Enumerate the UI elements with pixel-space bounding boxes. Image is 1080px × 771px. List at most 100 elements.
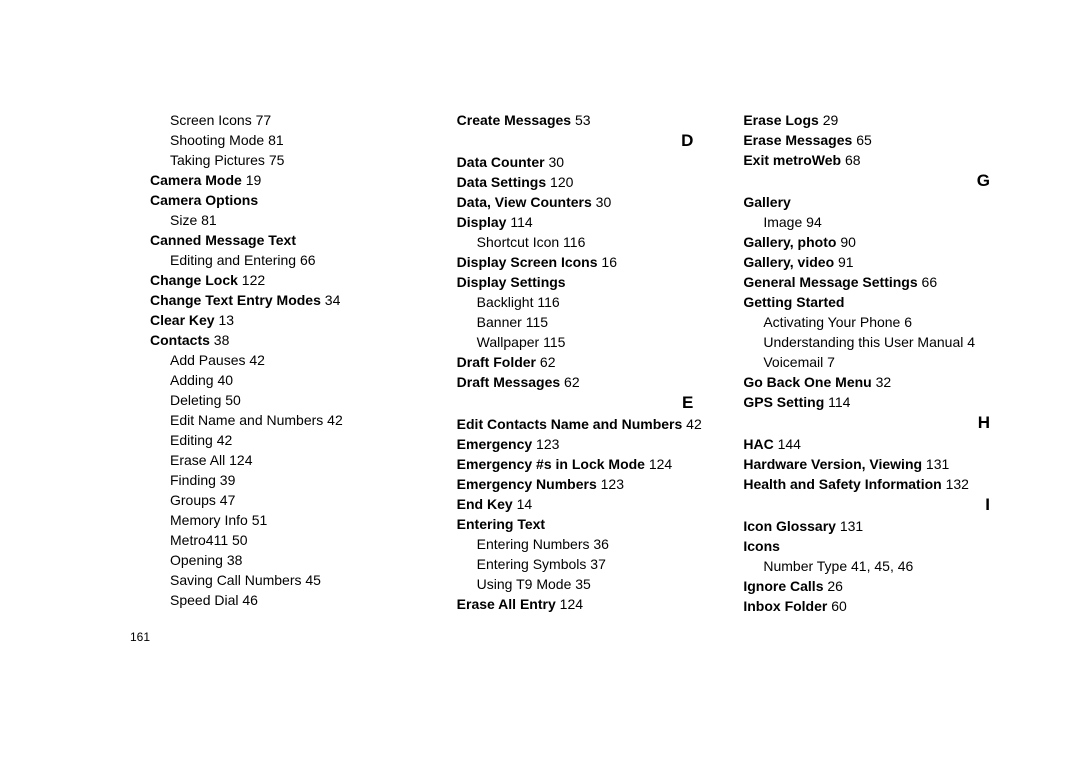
index-page-ref: 115 xyxy=(522,314,548,330)
index-sub-label: Taking Pictures xyxy=(170,152,265,168)
index-entry: End Key 14 xyxy=(437,494,724,514)
index-entry: Image 94 xyxy=(723,212,1020,232)
index-main-label: HAC xyxy=(743,436,773,452)
index-sub-label: Groups xyxy=(170,492,216,508)
index-main-label: Hardware Version, Viewing xyxy=(743,456,922,472)
index-entry: Entering Text xyxy=(437,514,724,534)
index-sub-label: Banner xyxy=(477,314,522,330)
index-main-label: Erase All Entry xyxy=(457,596,556,612)
index-page-ref: 50 xyxy=(228,532,247,548)
section-letter: I xyxy=(723,494,1020,516)
index-entry: Adding 40 xyxy=(130,370,437,390)
index-page-ref: 47 xyxy=(216,492,235,508)
index-page-ref: 13 xyxy=(215,312,234,328)
index-sub-label: Edit Name and Numbers xyxy=(170,412,323,428)
index-entry: Backlight 116 xyxy=(437,292,724,312)
index-sub-label: Understanding this User Manual xyxy=(763,334,963,350)
index-main-label: Data, View Counters xyxy=(457,194,592,210)
index-entry: Inbox Folder 60 xyxy=(723,596,1020,616)
index-sub-label: Backlight xyxy=(477,294,534,310)
index-page-ref: 7 xyxy=(823,354,835,370)
index-entry: Banner 115 xyxy=(437,312,724,332)
index-sub-label: Metro411 xyxy=(170,532,228,548)
index-entry: Understanding this User Manual 4 xyxy=(723,332,1020,352)
index-entry: Icon Glossary 131 xyxy=(723,516,1020,536)
index-main-label: Camera Mode xyxy=(150,172,242,188)
index-entry: Editing 42 xyxy=(130,430,437,450)
index-main-label: Erase Logs xyxy=(743,112,818,128)
index-page-ref: 114 xyxy=(824,394,850,410)
index-column-1: Screen Icons 77Shooting Mode 81 Taking Pi… xyxy=(130,110,437,644)
index-entry: Erase Messages 65 xyxy=(723,130,1020,150)
page-number: 161 xyxy=(130,630,437,644)
index-page-ref: 51 xyxy=(248,512,267,528)
index-page-ref: 65 xyxy=(852,132,871,148)
index-page-ref: 4 xyxy=(963,334,975,350)
index-entry: Getting Started xyxy=(723,292,1020,312)
index-page-ref: 144 xyxy=(774,436,801,452)
index-main-label: Draft Messages xyxy=(457,374,561,390)
index-sub-label: Shortcut Icon xyxy=(477,234,560,250)
index-page-ref: 19 xyxy=(242,172,261,188)
index-page-ref: 115 xyxy=(539,334,565,350)
index-main-label: End Key xyxy=(457,496,513,512)
index-main-label: Emergency xyxy=(457,436,532,452)
index-main-label: General Message Settings xyxy=(743,274,917,290)
index-column-3: Erase Logs 29Erase Messages 65Exit metro… xyxy=(723,110,1020,644)
index-page-ref: 26 xyxy=(823,578,842,594)
index-page-ref: 68 xyxy=(841,152,860,168)
index-main-label: Canned Message Text xyxy=(150,232,296,248)
index-sub-label: Memory Info xyxy=(170,512,248,528)
index-entry: Change Lock 122 xyxy=(130,270,437,290)
index-sub-label: Using T9 Mode xyxy=(477,576,572,592)
index-entry: Wallpaper 115 xyxy=(437,332,724,352)
index-page: Screen Icons 77Shooting Mode 81 Taking Pi… xyxy=(0,0,1080,684)
index-entry: HAC 144 xyxy=(723,434,1020,454)
index-page-ref: 36 xyxy=(590,536,609,552)
index-page-ref: 120 xyxy=(546,174,573,190)
index-page-ref: 62 xyxy=(536,354,555,370)
index-main-label: Draft Folder xyxy=(457,354,536,370)
index-entry: Groups 47 xyxy=(130,490,437,510)
index-entry: Icons xyxy=(723,536,1020,556)
index-entry: Canned Message Text xyxy=(130,230,437,250)
section-letter: G xyxy=(723,170,1020,192)
index-main-label: Icon Glossary xyxy=(743,518,836,534)
index-entry: Screen Icons 77 xyxy=(130,110,437,130)
index-main-label: Create Messages xyxy=(457,112,571,128)
index-entry: Saving Call Numbers 45 xyxy=(130,570,437,590)
index-page-ref: 91 xyxy=(834,254,853,270)
index-main-label: Entering Text xyxy=(457,516,545,532)
index-page-ref: 53 xyxy=(571,112,590,128)
index-entry: Data, View Counters 30 xyxy=(437,192,724,212)
index-main-label: Data Settings xyxy=(457,174,546,190)
index-main-label: Exit metroWeb xyxy=(743,152,841,168)
index-page-ref: 42 xyxy=(323,412,342,428)
index-entry: Camera Options xyxy=(130,190,437,210)
index-entry: Editing and Entering 66 xyxy=(130,250,437,270)
index-page-ref: 38 xyxy=(223,552,242,568)
index-entry: Data Counter 30 xyxy=(437,152,724,172)
index-page-ref: 131 xyxy=(922,456,949,472)
index-page-ref: 38 xyxy=(210,332,229,348)
index-entry: Voicemail 7 xyxy=(723,352,1020,372)
index-entry: Shooting Mode 81 xyxy=(130,130,437,150)
index-page-ref: 114 xyxy=(506,214,532,230)
index-sub-label: Entering Numbers xyxy=(477,536,590,552)
index-main-label: Gallery, video xyxy=(743,254,834,270)
index-entry: Display Screen Icons 16 xyxy=(437,252,724,272)
index-main-label: Emergency Numbers xyxy=(457,476,597,492)
index-entry: Display 114 xyxy=(437,212,724,232)
section-letter: D xyxy=(437,130,724,152)
index-page-ref: 32 xyxy=(872,374,891,390)
index-entry: Memory Info 51 xyxy=(130,510,437,530)
index-page-ref: 75 xyxy=(265,152,284,168)
index-entry: Deleting 50 xyxy=(130,390,437,410)
index-main-label: Ignore Calls xyxy=(743,578,823,594)
index-main-label: Display Screen Icons xyxy=(457,254,598,270)
index-column-2: Create Messages 53 DData Counter 30 Data S… xyxy=(437,110,724,644)
index-page-ref: 124 xyxy=(225,452,252,468)
index-main-label: Camera Options xyxy=(150,192,258,208)
index-page-ref: 66 xyxy=(296,252,315,268)
index-entry: Gallery, photo 90 xyxy=(723,232,1020,252)
